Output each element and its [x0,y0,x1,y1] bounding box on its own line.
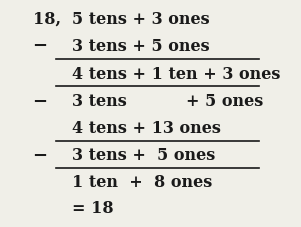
Text: −: − [33,146,48,164]
Text: = 18: = 18 [72,199,113,216]
Text: 4 tens + 13 ones: 4 tens + 13 ones [72,120,221,136]
Text: −: − [33,92,48,110]
Text: + 5 ones: + 5 ones [186,93,263,110]
Text: 3 tens +  5 ones: 3 tens + 5 ones [72,146,215,163]
Text: 3 tens: 3 tens [72,93,126,110]
Text: 5 tens + 3 ones: 5 tens + 3 ones [72,11,209,28]
Text: 4 tens + 1 ten + 3 ones: 4 tens + 1 ten + 3 ones [72,66,280,83]
Text: 1 ten  +  8 ones: 1 ten + 8 ones [72,173,212,190]
Text: −: − [33,37,48,55]
Text: 18,: 18, [33,11,61,28]
Text: 3 tens + 5 ones: 3 tens + 5 ones [72,38,209,55]
